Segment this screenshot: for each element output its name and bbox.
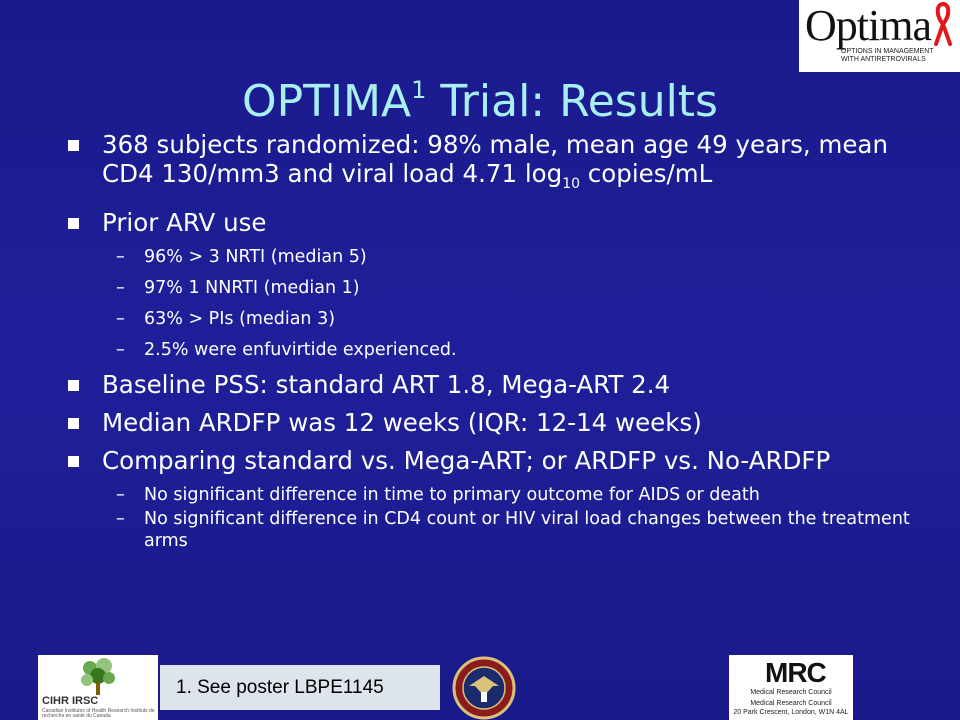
bullet-median-ardfp-text: Median ARDFP was 12 weeks (IQR: 12-14 we… — [102, 407, 702, 437]
sub-bullet-text: 97% 1 NNRTI (median 1) — [144, 277, 360, 298]
bullet-subjects: 368 subjects randomized: 98% male, mean … — [66, 130, 926, 199]
dash-marker: – — [116, 484, 125, 505]
bullet-subjects-text: 368 subjects randomized: 98% male, mean … — [102, 130, 888, 188]
bullet-median-ardfp: Median ARDFP was 12 weeks (IQR: 12-14 we… — [66, 408, 926, 437]
sub-bullet-primary-outcome: – No significant difference in time to pr… — [66, 484, 926, 506]
log-subscript: 10 — [562, 175, 581, 192]
sub-bullet-text: 96% > 3 NRTI (median 5) — [144, 246, 367, 267]
optima-logo-tagline-2: WITH ANTIRETROVIRALS — [841, 56, 926, 63]
bullet-square-icon — [68, 379, 79, 391]
bullet-baseline-pss: Baseline PSS: standard ART 1.8, Mega-ART… — [66, 370, 926, 399]
sub-bullet-text: No significant difference in time to pri… — [144, 484, 760, 505]
bullet-square-icon — [68, 455, 79, 467]
sub-bullet-enfuvirtide: –2.5% were enfuvirtide experienced. — [66, 339, 926, 361]
cihr-name: CIHR IRSC — [42, 695, 99, 707]
optima-logo-word: Optima — [805, 1, 932, 50]
mrc-line-1: Medical Research Council — [750, 689, 832, 696]
title-rest: Trial: Results — [426, 76, 718, 127]
optima-logo-tagline-1: OPTIONS IN MANAGEMENT — [841, 48, 934, 55]
sub-bullet-nrti: –96% > 3 NRTI (median 5) — [66, 246, 926, 268]
cihr-tree-icon — [81, 658, 115, 695]
mrc-logo-word: MRC — [765, 657, 827, 688]
bullet-square-icon — [68, 417, 79, 429]
bullet-subjects-tail: copies/mL — [580, 159, 713, 188]
bullet-square-icon — [68, 140, 79, 151]
mrc-line-2: Medical Research Council — [750, 700, 832, 707]
slide-title: OPTIMA1 Trial: Results — [0, 60, 960, 132]
bullet-comparing-text: Comparing standard vs. Mega-ART; or ARDF… — [102, 445, 831, 475]
va-seal-icon — [452, 656, 516, 720]
mrc-logo: MRC Medical Research Council Medical Res… — [729, 655, 853, 720]
bullet-square-icon — [68, 217, 79, 229]
title-superscript: 1 — [411, 76, 427, 104]
bullet-list: 368 subjects randomized: 98% male, mean … — [66, 130, 926, 554]
sub-bullet-nnrti: –97% 1 NNRTI (median 1) — [66, 277, 926, 299]
dash-marker: – — [116, 277, 125, 298]
bullet-baseline-pss-text: Baseline PSS: standard ART 1.8, Mega-ART… — [102, 369, 671, 399]
title-main: OPTIMA — [242, 76, 412, 127]
sub-bullet-text: No significant difference in CD4 count o… — [144, 508, 910, 551]
sub-bullet-cd4-viral-load: – No significant difference in CD4 count … — [66, 508, 926, 552]
optima-logo: Optima OPTIONS IN MANAGEMENT WITH ANTIRE… — [799, 0, 960, 72]
red-ribbon-icon — [934, 2, 952, 46]
bullet-prior-arv: Prior ARV use — [66, 208, 926, 237]
dash-marker: – — [116, 246, 125, 267]
footnote: 1. See poster LBPE1145 — [160, 665, 440, 710]
dash-marker: – — [116, 508, 125, 529]
dash-marker: – — [116, 339, 125, 360]
cihr-fine-print: Canadian Institutes of Health Research I… — [42, 708, 155, 719]
mrc-line-3: 20 Park Crescent, London, W1N 4AL — [733, 709, 849, 716]
bullet-prior-arv-text: Prior ARV use — [102, 207, 267, 237]
sub-bullet-text: 2.5% were enfuvirtide experienced. — [144, 339, 457, 360]
cihr-logo: CIHR IRSC Canadian Institutes of Health … — [38, 655, 158, 720]
dash-marker: – — [116, 308, 125, 329]
bullet-comparing: Comparing standard vs. Mega-ART; or ARDF… — [66, 446, 926, 475]
sub-bullet-pis: –63% > PIs (median 3) — [66, 308, 926, 330]
sub-bullet-text: 63% > PIs (median 3) — [144, 308, 336, 329]
